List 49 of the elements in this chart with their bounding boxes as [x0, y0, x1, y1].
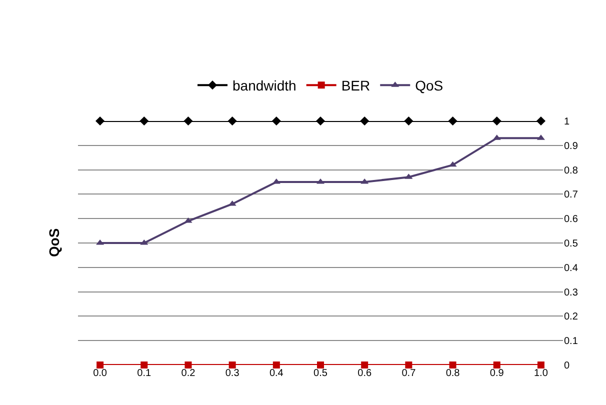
point: [272, 116, 281, 126]
point: [184, 362, 192, 368]
point: [449, 362, 456, 368]
point: [536, 116, 546, 126]
y-tick-label: 0.3: [564, 287, 578, 298]
point: [316, 116, 326, 126]
point: [184, 116, 193, 126]
y-tick-label: 0.9: [564, 140, 578, 152]
y-tick-label: 1: [564, 116, 570, 128]
y-tick-label: 0.4: [564, 262, 578, 274]
x-tick-label: 0.1: [137, 368, 152, 379]
point: [404, 116, 414, 126]
point: [448, 116, 458, 126]
point: [361, 362, 368, 368]
point: [493, 362, 500, 368]
point: [96, 362, 104, 368]
point: [228, 362, 236, 368]
x-tick-label: 0.8: [446, 368, 460, 379]
point: [272, 362, 280, 368]
point: [140, 116, 149, 126]
point: [492, 116, 502, 126]
x-tick-label: 0.4: [269, 368, 284, 379]
point: [96, 116, 105, 126]
x-tick-label: 0.3: [225, 368, 240, 379]
y-tick-label: 0: [564, 360, 570, 372]
legend-label: BER: [341, 78, 370, 94]
x-tick-label: 0.2: [181, 368, 196, 379]
point: [317, 362, 324, 368]
point: [360, 116, 370, 126]
x-tick-label: 0.7: [402, 368, 416, 379]
point: [405, 362, 412, 368]
y-tick-label: 0.1: [564, 336, 578, 348]
point: [537, 362, 544, 368]
x-tick-label: 0.9: [490, 368, 504, 379]
y-axis-title: QoS: [46, 228, 62, 258]
legend-label: bandwidth: [232, 78, 296, 94]
point: [448, 161, 457, 167]
legend-label: QoS: [415, 78, 444, 94]
point: [140, 362, 148, 368]
x-tick-label: 0.0: [93, 368, 108, 379]
point: [228, 116, 237, 126]
y-tick-label: 0.6: [564, 214, 578, 226]
y-tick-label: 0.2: [564, 312, 578, 323]
y-tick-label: 0.8: [564, 165, 578, 176]
y-tick-label: 0.7: [564, 190, 578, 201]
x-tick-label: 1.0: [534, 368, 548, 379]
y-tick-label: 0.5: [564, 238, 578, 250]
x-tick-label: 0.6: [358, 368, 372, 379]
x-tick-label: 0.5: [314, 368, 328, 379]
